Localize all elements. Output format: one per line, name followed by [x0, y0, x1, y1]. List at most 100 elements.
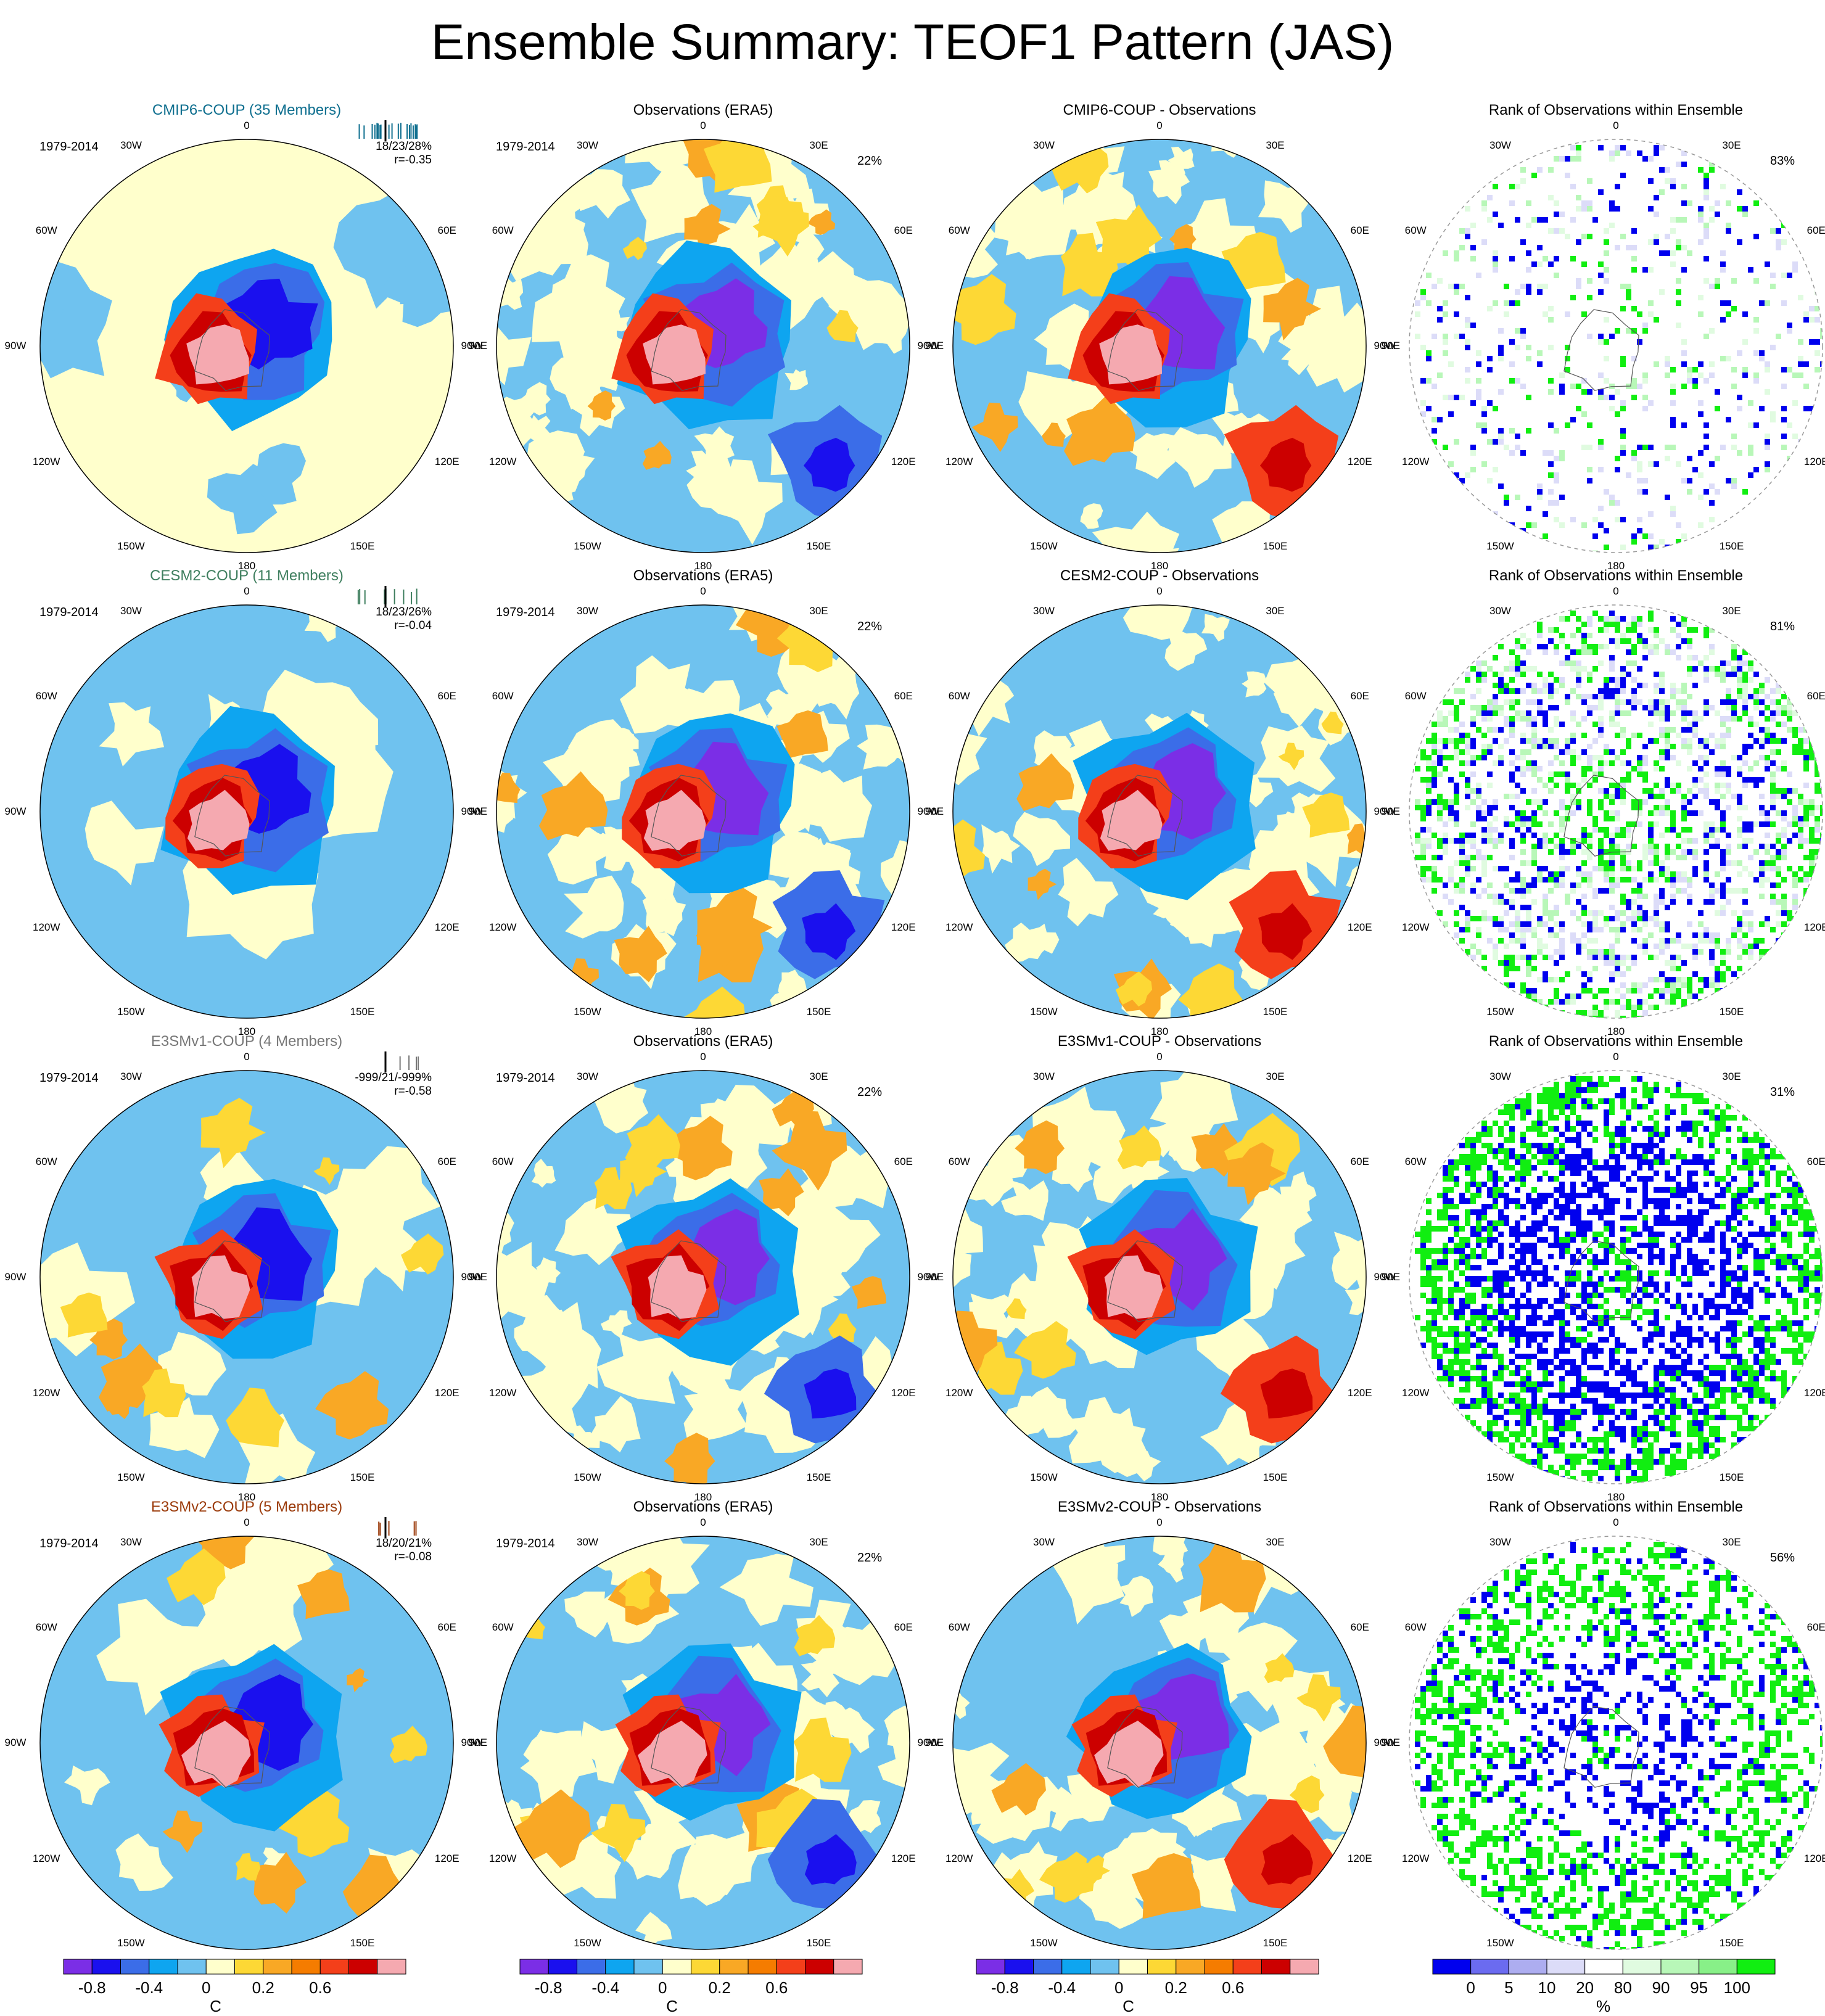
colorbar-tick: -0.4	[591, 1978, 619, 1997]
lon-label: 30E	[809, 605, 828, 617]
lon-label: 150E	[1720, 1006, 1744, 1018]
lon-label: 30E	[1722, 139, 1741, 152]
lon-label: 120W	[945, 456, 973, 468]
lon-label: 120E	[435, 456, 459, 468]
lon-label: 30E	[1722, 1071, 1741, 1083]
lon-label: 120W	[945, 1387, 973, 1399]
lon-label: 60W	[1405, 1621, 1427, 1634]
lon-label: 30E	[1266, 605, 1284, 617]
lon-label: 60E	[1807, 1621, 1825, 1634]
lon-label: 30E	[809, 1536, 828, 1549]
lon-label: 150E	[350, 1471, 375, 1484]
lon-label: 90W	[918, 805, 939, 818]
lon-label: 0	[1613, 120, 1618, 132]
lon-label: 120E	[1348, 921, 1372, 934]
lon-label: 150E	[807, 540, 831, 553]
lon-label: 150W	[574, 540, 601, 553]
lon-label: 150E	[1263, 1937, 1288, 1949]
lon-label: 120W	[1402, 921, 1429, 934]
lon-label: 90W	[461, 1737, 483, 1749]
lon-label: 30E	[809, 139, 828, 152]
lon-label: 120E	[1348, 1387, 1372, 1399]
lon-label: 60W	[949, 1156, 970, 1168]
lon-label: 60W	[1405, 1156, 1427, 1168]
lon-label: 60E	[1351, 224, 1369, 237]
lon-label: 60W	[1405, 224, 1427, 237]
colorbar	[519, 1959, 863, 1975]
lon-label: 150W	[1030, 1937, 1057, 1949]
colorbar-title: %	[1596, 1997, 1610, 2016]
lon-label: 150W	[1486, 1006, 1514, 1018]
lon-label: 0	[244, 120, 249, 132]
lon-label: 150E	[1263, 1471, 1288, 1484]
lon-label: 150W	[117, 1006, 144, 1018]
polar-map	[931, 102, 1388, 558]
colorbar-tick: 5	[1504, 1978, 1513, 1997]
lon-label: 30W	[120, 1536, 142, 1549]
lon-label: 60W	[36, 690, 57, 702]
polar-map	[475, 1499, 931, 1955]
lon-label: 0	[700, 585, 706, 598]
lon-label: 120W	[1402, 1853, 1429, 1865]
lon-label: 90W	[1374, 1737, 1396, 1749]
lon-label: 90W	[1374, 1271, 1396, 1283]
lon-label: 90W	[5, 1737, 27, 1749]
lon-label: 120E	[1804, 456, 1825, 468]
colorbar-tick: -0.8	[535, 1978, 562, 1997]
colorbar-tick: 0.2	[1165, 1978, 1187, 1997]
lon-label: 30W	[1489, 139, 1511, 152]
colorbar-tick: 0.6	[1222, 1978, 1244, 1997]
lon-label: 60W	[492, 1621, 514, 1634]
colorbar-tick: 10	[1538, 1978, 1556, 1997]
lon-label: 150E	[350, 540, 375, 553]
lon-label: 120E	[435, 921, 459, 934]
lon-label: 60E	[894, 1621, 913, 1634]
lon-label: 30W	[1033, 1071, 1055, 1083]
polar-map	[931, 1499, 1388, 1955]
lon-label: 120W	[33, 921, 60, 934]
colorbar-tick: 0	[1466, 1978, 1475, 1997]
lon-label: 0	[1156, 1051, 1162, 1063]
colorbar-tick: 80	[1614, 1978, 1632, 1997]
lon-label: 60E	[1807, 690, 1825, 702]
lon-label: 150W	[117, 1471, 144, 1484]
lon-label: 120W	[1402, 1387, 1429, 1399]
lon-label: 30W	[1033, 605, 1055, 617]
lon-label: 60E	[894, 1156, 913, 1168]
colorbar-tick: 95	[1690, 1978, 1708, 1997]
lon-label: 30E	[1722, 1536, 1741, 1549]
colorbar	[976, 1959, 1319, 1975]
lon-label: 120E	[435, 1853, 459, 1865]
lon-label: 120E	[1348, 456, 1372, 468]
lon-label: 90W	[461, 340, 483, 352]
lon-label: 60W	[492, 224, 514, 237]
lon-label: 150W	[574, 1937, 601, 1949]
colorbar-title: C	[666, 1997, 678, 2016]
lon-label: 0	[1156, 1516, 1162, 1529]
lon-label: 0	[700, 120, 706, 132]
lon-label: 150E	[1263, 1006, 1288, 1018]
lon-label: 60E	[894, 690, 913, 702]
lon-label: 60W	[492, 1156, 514, 1168]
lon-label: 90W	[918, 340, 939, 352]
lon-label: 90W	[5, 340, 27, 352]
lon-label: 60E	[438, 690, 456, 702]
lon-label: 150W	[574, 1006, 601, 1018]
colorbar-title: C	[210, 1997, 221, 2016]
lon-label: 150E	[1720, 540, 1744, 553]
lon-label: 90W	[5, 805, 27, 818]
polar-map	[19, 102, 475, 558]
lon-label: 120E	[891, 1853, 916, 1865]
main-title: Ensemble Summary: TEOF1 Pattern (JAS)	[0, 14, 1825, 72]
lon-label: 120E	[1804, 921, 1825, 934]
lon-label: 150E	[1720, 1937, 1744, 1949]
polar-map	[1388, 567, 1825, 1024]
lon-label: 30W	[120, 1071, 142, 1083]
lon-label: 60W	[949, 690, 970, 702]
lon-label: 0	[1613, 585, 1618, 598]
